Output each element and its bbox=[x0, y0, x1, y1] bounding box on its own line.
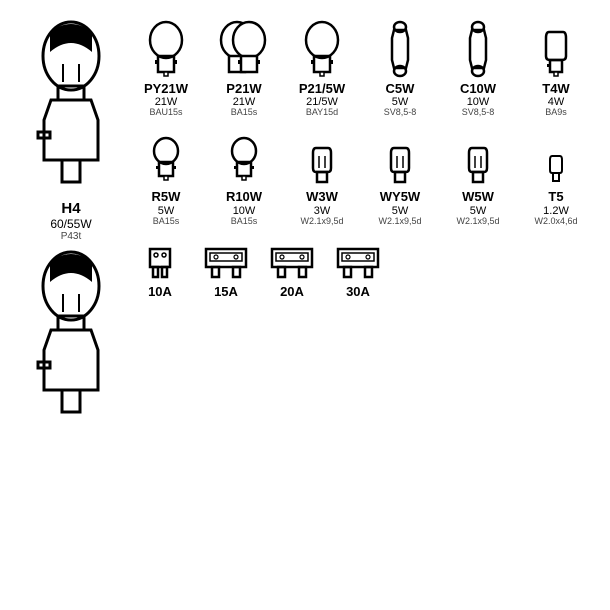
fuse-item: 10A bbox=[132, 245, 188, 299]
item-base: BA9s bbox=[545, 108, 567, 118]
item-watt: 10W bbox=[233, 205, 256, 217]
h4-bulb-icon-2 bbox=[26, 250, 116, 420]
wedge-icon bbox=[298, 144, 346, 186]
bulb-item: P21/5W21/5WBAY15d bbox=[288, 20, 356, 118]
item-base: SV8,5-8 bbox=[462, 108, 495, 118]
item-name: T4W bbox=[542, 82, 569, 96]
wedge-icon bbox=[454, 144, 502, 186]
bulb-grid: PY21W21WBAU15s P21W21WBA15s P21/5W21/5WB… bbox=[132, 20, 590, 424]
bulb-item: T51.2WW2.0x4,6d bbox=[522, 152, 590, 226]
small_round-icon bbox=[220, 136, 268, 186]
fuse-item: 30A bbox=[330, 245, 386, 299]
round_bulb-icon bbox=[298, 20, 346, 78]
item-watt: 3W bbox=[314, 205, 331, 217]
bulb-item: W3W3WW2.1x9,5d bbox=[288, 144, 356, 226]
item-watt: 1.2W bbox=[543, 205, 569, 217]
item-base: W2.1x9,5d bbox=[456, 217, 499, 227]
item-name: R5W bbox=[152, 190, 181, 204]
bulb-item: P21W21WBA15s bbox=[210, 20, 278, 118]
item-base: W2.1x9,5d bbox=[378, 217, 421, 227]
small_round-icon bbox=[142, 136, 190, 186]
fuse-item: 15A bbox=[198, 245, 254, 299]
wedge_tiny-icon bbox=[532, 152, 580, 186]
fuse_std-icon bbox=[266, 245, 318, 281]
item-name: T5 bbox=[548, 190, 563, 204]
item-base: BA15s bbox=[231, 217, 258, 227]
fuse_mini-icon bbox=[140, 245, 180, 281]
item-name: WY5W bbox=[380, 190, 420, 204]
festoon-icon bbox=[454, 20, 502, 78]
bulb-item: C10W10WSV8,5-8 bbox=[444, 20, 512, 118]
item-base: W2.0x4,6d bbox=[534, 217, 577, 227]
item-name: 20A bbox=[280, 285, 304, 299]
round_bulb-icon bbox=[142, 20, 190, 78]
item-name: P21/5W bbox=[299, 82, 345, 96]
bulb-item: PY21W21WBAU15s bbox=[132, 20, 200, 118]
bulb-item: WY5W5WW2.1x9,5d bbox=[366, 144, 434, 226]
fuse_std-icon bbox=[200, 245, 252, 281]
item-watt: 5W bbox=[392, 205, 409, 217]
h4-name: H4 bbox=[50, 200, 91, 217]
item-base: BA15s bbox=[231, 108, 258, 118]
fuse-item: 20A bbox=[264, 245, 320, 299]
bulb-chart: H4 60/55W P43t PY21W21WBAU15s bbox=[20, 20, 590, 424]
item-name: 30A bbox=[346, 285, 370, 299]
h4-label: H4 60/55W P43t bbox=[50, 200, 91, 242]
bulb-row-1: PY21W21WBAU15s P21W21WBA15s P21/5W21/5WB… bbox=[132, 20, 590, 118]
item-watt: 5W bbox=[158, 205, 175, 217]
item-base: BAU15s bbox=[149, 108, 182, 118]
item-base: W2.1x9,5d bbox=[300, 217, 343, 227]
bulb-row-2: R5W5WBA15s R10W10WBA15s W3W3WW2.1x9,5d W… bbox=[132, 136, 590, 226]
item-name: C5W bbox=[386, 82, 415, 96]
item-name: W3W bbox=[306, 190, 338, 204]
fuse-row: 10A 15A 20A 30A bbox=[132, 245, 590, 299]
wedge-icon bbox=[376, 144, 424, 186]
item-name: W5W bbox=[462, 190, 494, 204]
fuse_std-icon bbox=[332, 245, 384, 281]
h4-watt: 60/55W bbox=[50, 217, 91, 231]
h4-bulb-icon bbox=[26, 20, 116, 190]
bulb-item: R10W10WBA15s bbox=[210, 136, 278, 226]
item-name: 10A bbox=[148, 285, 172, 299]
bulb-item: C5W5WSV8,5-8 bbox=[366, 20, 434, 118]
festoon-icon bbox=[376, 20, 424, 78]
bulb-item: R5W5WBA15s bbox=[132, 136, 200, 226]
item-base: BA15s bbox=[153, 217, 180, 227]
item-base: BAY15d bbox=[306, 108, 338, 118]
bulb-item: T4W4WBA9s bbox=[522, 28, 590, 118]
item-name: C10W bbox=[460, 82, 496, 96]
item-name: PY21W bbox=[144, 82, 188, 96]
main-bulb-column: H4 60/55W P43t bbox=[20, 20, 122, 424]
round_bulb_double-icon bbox=[215, 20, 273, 78]
h4-base: P43t bbox=[50, 231, 91, 242]
item-name: 15A bbox=[214, 285, 238, 299]
item-name: R10W bbox=[226, 190, 262, 204]
small_bulb-icon bbox=[532, 28, 580, 78]
item-watt: 5W bbox=[470, 205, 487, 217]
item-base: SV8,5-8 bbox=[384, 108, 417, 118]
bulb-item: W5W5WW2.1x9,5d bbox=[444, 144, 512, 226]
item-name: P21W bbox=[226, 82, 261, 96]
